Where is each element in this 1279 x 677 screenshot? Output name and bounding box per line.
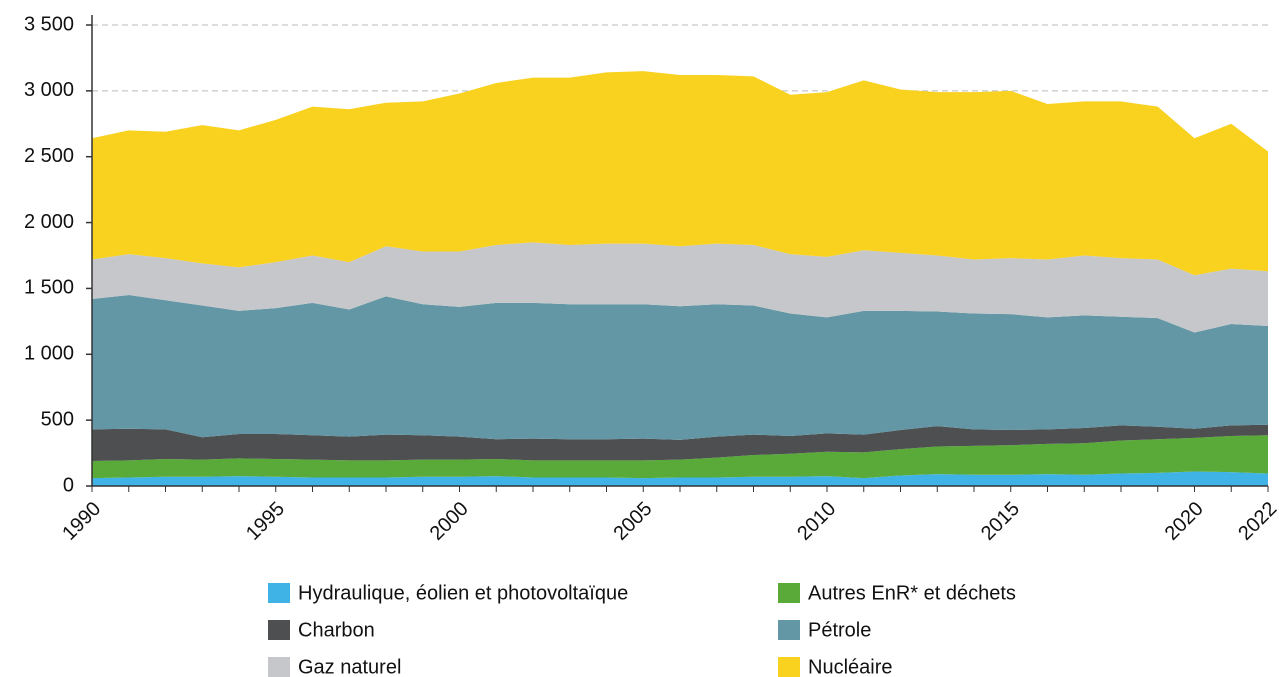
x-tick-label: 2020 [1161,498,1208,545]
y-tick-label: 3 000 [24,79,74,101]
x-tick-label: 2010 [793,498,840,545]
y-tick-label: 500 [41,408,74,430]
x-tick-label: 1995 [242,498,289,545]
area [92,242,1268,333]
legend-label: Nucléaire [808,656,892,677]
x-tick-label: 1990 [58,498,105,545]
legend-swatch [268,583,290,603]
legend-swatch [778,657,800,677]
y-tick-label: 1 500 [24,277,74,299]
x-tick-label: 2005 [609,498,656,545]
area [92,71,1268,276]
x-tick-label: 2015 [977,498,1024,545]
area [92,471,1268,486]
area [92,435,1268,479]
legend-label: Gaz naturel [298,656,401,677]
legend-swatch [268,657,290,677]
legend-label: Charbon [298,619,375,641]
x-tick-label: 2000 [426,498,473,545]
area [92,295,1268,440]
area [92,424,1268,461]
legend-label: Hydraulique, éolien et photovoltaïque [298,582,628,604]
y-tick-label: 1 000 [24,343,74,365]
x-tick-label: 2022 [1234,498,1279,545]
y-tick-label: 3 500 [24,13,74,35]
legend-swatch [778,583,800,603]
y-tick-label: 2 500 [24,145,74,167]
y-tick-label: 0 [63,474,74,496]
legend-label: Pétrole [808,619,871,641]
legend-swatch [268,620,290,640]
legend-label: Autres EnR* et déchets [808,582,1016,604]
legend-swatch [778,620,800,640]
y-tick-label: 2 000 [24,211,74,233]
